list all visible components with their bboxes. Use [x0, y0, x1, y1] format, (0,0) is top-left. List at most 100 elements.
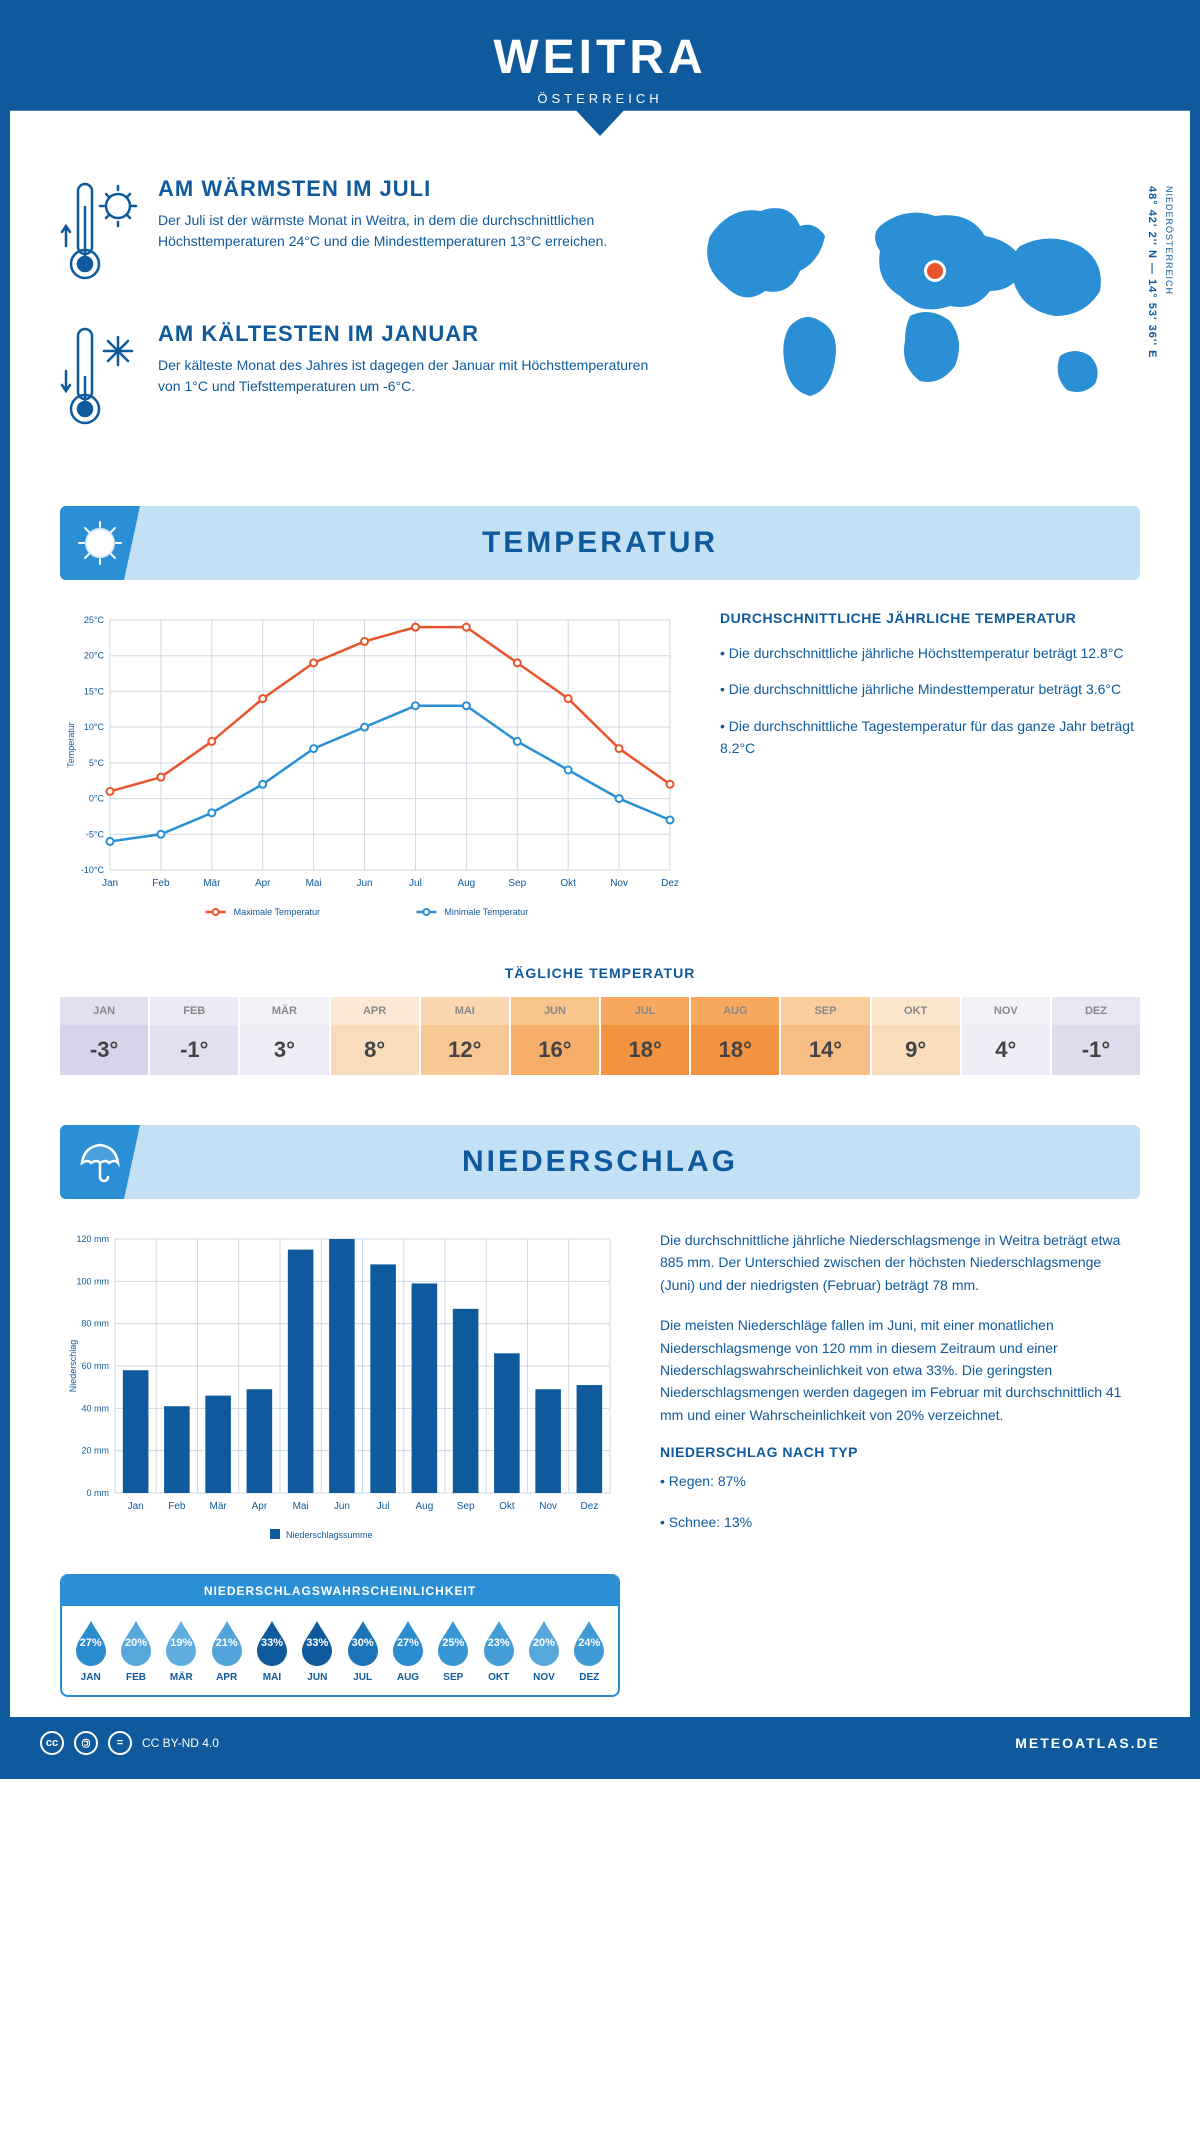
daily-cell: JUL18° — [601, 997, 689, 1075]
prob-cell: 20%NOV — [521, 1618, 566, 1683]
svg-text:20°C: 20°C — [84, 651, 105, 661]
daily-temp-value: 9° — [872, 1025, 960, 1075]
svg-text:Sep: Sep — [508, 878, 526, 889]
svg-text:Jul: Jul — [409, 878, 422, 889]
prob-month-label: MÄR — [159, 1672, 204, 1683]
svg-text:Niederschlag: Niederschlag — [68, 1340, 78, 1393]
raindrop-icon: 19% — [162, 1618, 200, 1666]
prob-box: NIEDERSCHLAGSWAHRSCHEINLICHKEIT 27%JAN20… — [60, 1574, 620, 1697]
prob-cell: 23% OKT — [476, 1618, 521, 1683]
precip-p2: Die meisten Niederschläge fallen im Juni… — [660, 1314, 1140, 1426]
svg-text:20 mm: 20 mm — [81, 1446, 109, 1456]
daily-title: TÄGLICHE TEMPERATUR — [60, 965, 1140, 981]
daily-month-label: MAI — [421, 997, 509, 1025]
temp-chart: -10°C-5°C0°C5°C10°C15°C20°C25°CJanFebMär… — [60, 610, 680, 935]
daily-month-label: JUL — [601, 997, 689, 1025]
prob-cell: 30%JUL — [340, 1618, 385, 1683]
svg-text:Nov: Nov — [610, 878, 628, 889]
raindrop-icon: 20% — [525, 1618, 563, 1666]
raindrop-icon: 27% — [389, 1618, 427, 1666]
prob-title: NIEDERSCHLAGSWAHRSCHEINLICHKEIT — [62, 1576, 618, 1606]
prob-cell: 24%DEZ — [567, 1618, 612, 1683]
temp-line-chart: -10°C-5°C0°C5°C10°C15°C20°C25°CJanFebMär… — [60, 610, 680, 930]
svg-text:Feb: Feb — [168, 1501, 186, 1512]
intro-row: AM WÄRMSTEN IM JULI Der Juli ist der wär… — [60, 176, 1140, 466]
daily-month-label: DEZ — [1052, 997, 1140, 1025]
warmest-text: AM WÄRMSTEN IM JULI Der Juli ist der wär… — [158, 176, 650, 291]
svg-text:Jun: Jun — [334, 1501, 350, 1512]
nd-icon: = — [108, 1731, 132, 1755]
footer-left: cc 🄯 = CC BY-ND 4.0 — [40, 1731, 219, 1755]
svg-text:Mai: Mai — [293, 1501, 309, 1512]
prob-cell: 20% FEB — [113, 1618, 158, 1683]
prob-month-label: SEP — [431, 1672, 476, 1683]
svg-text:Feb: Feb — [152, 878, 170, 889]
raindrop-icon: 25% — [434, 1618, 472, 1666]
daily-temp-value: 4° — [962, 1025, 1050, 1075]
intro-left: AM WÄRMSTEN IM JULI Der Juli ist der wär… — [60, 176, 650, 466]
prob-cell: 21%APR — [204, 1618, 249, 1683]
temp-section-title: TEMPERATUR — [90, 526, 1110, 560]
svg-text:Apr: Apr — [252, 1501, 268, 1512]
daily-temp-value: 18° — [691, 1025, 779, 1075]
svg-text:0°C: 0°C — [89, 794, 105, 804]
precip-left: 0 mm20 mm40 mm60 mm80 mm100 mm120 mmJanF… — [60, 1229, 620, 1697]
prob-cell: 33%MAI — [249, 1618, 294, 1683]
daily-month-label: JAN — [60, 997, 148, 1025]
svg-text:60 mm: 60 mm — [81, 1361, 109, 1371]
temp-info-p1: • Die durchschnittliche jährliche Höchst… — [720, 642, 1140, 664]
umbrella-tab-icon — [60, 1125, 140, 1199]
daily-cell: OKT9° — [872, 997, 960, 1075]
header: WEITRA ÖSTERREICH — [10, 10, 1190, 136]
svg-text:Jul: Jul — [377, 1501, 390, 1512]
daily-month-label: AUG — [691, 997, 779, 1025]
daily-temp-value: 3° — [240, 1025, 328, 1075]
raindrop-icon: 20% — [117, 1618, 155, 1666]
temp-info-p3: • Die durchschnittliche Tagestemperatur … — [720, 715, 1140, 760]
svg-text:Nov: Nov — [539, 1501, 557, 1512]
svg-text:Jan: Jan — [102, 878, 118, 889]
svg-text:120 mm: 120 mm — [76, 1234, 109, 1244]
prob-cell: 27%AUG — [385, 1618, 430, 1683]
precip-rain: • Regen: 87% — [660, 1470, 1140, 1492]
svg-text:15°C: 15°C — [84, 686, 105, 696]
raindrop-icon: 33% — [298, 1618, 336, 1666]
daily-temp-value: 16° — [511, 1025, 599, 1075]
precip-snow: • Schnee: 13% — [660, 1511, 1140, 1533]
prob-month-label: JUL — [340, 1672, 385, 1683]
svg-text:Dez: Dez — [580, 1501, 598, 1512]
prob-month-label: MAI — [249, 1672, 294, 1683]
by-icon: 🄯 — [74, 1731, 98, 1755]
daily-month-label: APR — [331, 997, 419, 1025]
precip-section-header: NIEDERSCHLAG — [60, 1125, 1140, 1199]
svg-text:Mär: Mär — [203, 878, 221, 889]
temp-info-p2: • Die durchschnittliche jährliche Mindes… — [720, 678, 1140, 700]
coldest-text: AM KÄLTESTEN IM JANUAR Der kälteste Mona… — [158, 321, 650, 436]
daily-temp-value: 14° — [781, 1025, 869, 1075]
daily-temp-table: JAN-3°FEB-1°MÄR3°APR8°MAI12°JUN16°JUL18°… — [60, 997, 1140, 1075]
daily-cell: JAN-3° — [60, 997, 148, 1075]
sun-tab-icon — [60, 506, 140, 580]
precip-row: 0 mm20 mm40 mm60 mm80 mm100 mm120 mmJanF… — [60, 1229, 1140, 1697]
prob-cell: 33%JUN — [295, 1618, 340, 1683]
svg-text:5°C: 5°C — [89, 758, 105, 768]
world-map — [680, 176, 1140, 436]
content: AM WÄRMSTEN IM JULI Der Juli ist der wär… — [10, 136, 1190, 1717]
prob-month-label: APR — [204, 1672, 249, 1683]
coldest-title: AM KÄLTESTEN IM JANUAR — [158, 321, 650, 347]
license-text: CC BY-ND 4.0 — [142, 1736, 219, 1750]
country-label: ÖSTERREICH — [10, 91, 1190, 106]
daily-cell: NOV4° — [962, 997, 1050, 1075]
daily-month-label: FEB — [150, 997, 238, 1025]
svg-text:0 mm: 0 mm — [87, 1488, 110, 1498]
prob-month-label: JAN — [68, 1672, 113, 1683]
svg-text:10°C: 10°C — [84, 722, 105, 732]
prob-row: 27%JAN20%FEB19%MÄR21%APR33%MAI33%JUN30%J… — [62, 1606, 618, 1695]
daily-cell: SEP14° — [781, 997, 869, 1075]
raindrop-icon: 23% — [480, 1618, 518, 1666]
svg-text:Apr: Apr — [255, 878, 271, 889]
daily-temp-value: 18° — [601, 1025, 689, 1075]
prob-month-label: OKT — [476, 1672, 521, 1683]
prob-month-label: FEB — [113, 1672, 158, 1683]
svg-text:Maximale Temperatur: Maximale Temperatur — [234, 907, 320, 917]
